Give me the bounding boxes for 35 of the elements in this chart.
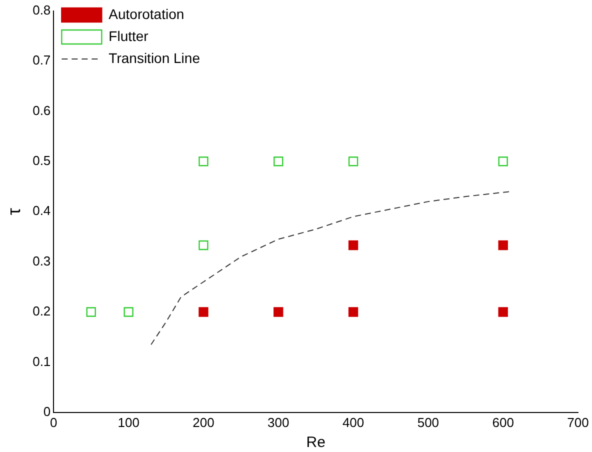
x-tick-label: 700 (567, 414, 589, 430)
point (348, 156, 358, 166)
legend-label: Transition Line (108, 50, 200, 66)
point (124, 307, 134, 317)
point (348, 240, 358, 250)
y-tick-label: 0.4 (32, 203, 51, 218)
x-axis-title: Re (306, 434, 326, 452)
x-tick-label: 100 (118, 414, 140, 430)
point (198, 307, 208, 317)
point (86, 307, 96, 317)
point (498, 307, 508, 317)
legend-label: Autorotation (108, 6, 184, 22)
point (198, 240, 208, 250)
y-axis-title: τ (4, 208, 24, 216)
point (498, 156, 508, 166)
y-tick-label: 0.7 (32, 52, 51, 68)
y-tick-label: 0 (43, 404, 51, 419)
y-tick-label: 0.3 (32, 253, 51, 268)
legend-label: Flutter (108, 28, 149, 44)
line-series (150, 191, 512, 346)
x-tick-label: 600 (492, 414, 514, 430)
point (498, 240, 508, 250)
y-tick-label: 0.2 (32, 304, 51, 319)
point (348, 307, 358, 317)
y-tick-label: 0.5 (32, 152, 51, 168)
y-tick-label: 0.8 (32, 2, 51, 18)
y-tick-label: 0.1 (32, 354, 51, 369)
point (198, 156, 208, 166)
point (274, 156, 284, 166)
point (274, 307, 284, 317)
x-tick-label: 500 (417, 414, 440, 430)
x-tick-label: 400 (342, 414, 364, 430)
y-tick-label: 0.6 (32, 102, 51, 118)
x-tick-label: 200 (192, 414, 214, 430)
x-tick-label: 300 (268, 414, 290, 430)
